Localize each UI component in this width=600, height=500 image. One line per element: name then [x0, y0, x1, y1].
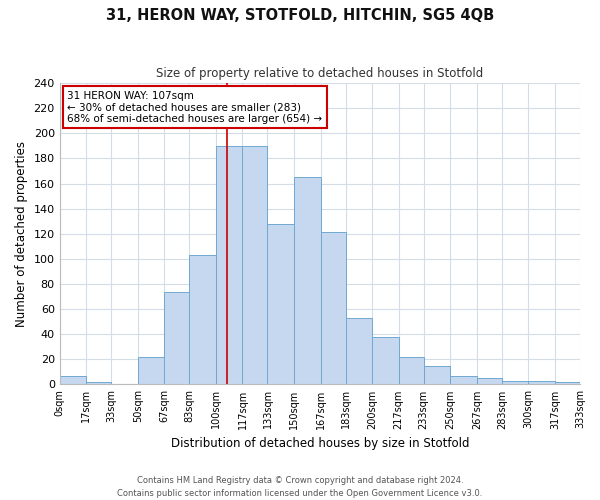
- Bar: [372, 336, 399, 384]
- Y-axis label: Number of detached properties: Number of detached properties: [15, 140, 28, 326]
- Bar: [529, 380, 555, 384]
- Bar: [268, 224, 294, 384]
- Bar: [451, 376, 477, 384]
- Bar: [86, 382, 111, 384]
- Bar: [59, 376, 86, 384]
- Title: Size of property relative to detached houses in Stotfold: Size of property relative to detached ho…: [156, 68, 484, 80]
- Text: 31, HERON WAY, STOTFOLD, HITCHIN, SG5 4QB: 31, HERON WAY, STOTFOLD, HITCHIN, SG5 4Q…: [106, 8, 494, 22]
- Bar: [216, 146, 242, 384]
- Bar: [190, 255, 216, 384]
- Bar: [502, 380, 529, 384]
- Bar: [346, 318, 372, 384]
- Bar: [477, 378, 502, 384]
- Bar: [164, 292, 190, 384]
- Bar: [320, 232, 346, 384]
- Text: 31 HERON WAY: 107sqm
← 30% of detached houses are smaller (283)
68% of semi-deta: 31 HERON WAY: 107sqm ← 30% of detached h…: [67, 90, 323, 124]
- Bar: [424, 366, 451, 384]
- Bar: [294, 177, 320, 384]
- X-axis label: Distribution of detached houses by size in Stotfold: Distribution of detached houses by size …: [170, 437, 469, 450]
- Text: Contains HM Land Registry data © Crown copyright and database right 2024.
Contai: Contains HM Land Registry data © Crown c…: [118, 476, 482, 498]
- Bar: [399, 357, 424, 384]
- Bar: [242, 146, 268, 384]
- Bar: [555, 382, 580, 384]
- Bar: [138, 357, 164, 384]
